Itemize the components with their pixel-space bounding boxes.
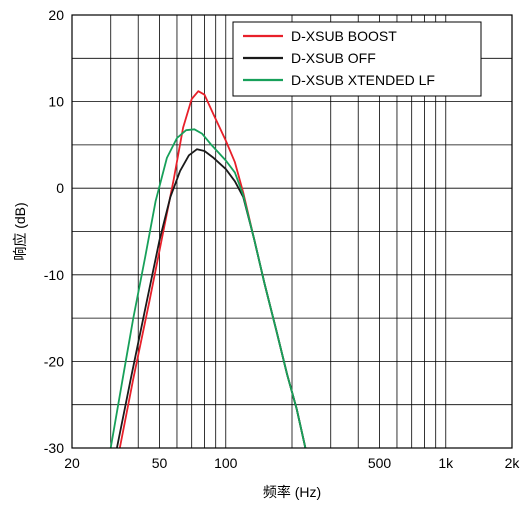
y-axis-title: 响应 (dB) bbox=[12, 202, 28, 260]
legend: D-XSUB BOOST D-XSUB OFF D-XSUB XTENDED LF bbox=[232, 21, 482, 97]
plot-frame bbox=[71, 14, 513, 449]
series-layer bbox=[109, 90, 307, 449]
x-tick-label: 50 bbox=[152, 455, 168, 471]
x-tick-label: 1k bbox=[438, 455, 454, 471]
y-tick-label: -30 bbox=[44, 440, 64, 456]
series-line-3 bbox=[109, 128, 307, 449]
x-tick-label: 20 bbox=[64, 455, 80, 471]
y-tick-labels: 20 10 0 -10 -20 -30 bbox=[44, 7, 64, 456]
x-tick-label: 2k bbox=[505, 455, 521, 471]
y-tick-label: -20 bbox=[44, 353, 64, 369]
legend-label: D-XSUB XTENDED LF bbox=[291, 72, 435, 88]
x-axis-title: 频率 (Hz) bbox=[263, 484, 321, 500]
y-tick-label: -10 bbox=[44, 267, 64, 283]
y-tick-label: 20 bbox=[48, 7, 64, 23]
x-tick-labels: 20 50 100 500 1k 2k bbox=[64, 455, 520, 471]
x-tick-label: 100 bbox=[214, 455, 238, 471]
legend-label: D-XSUB BOOST bbox=[291, 28, 397, 44]
x-tick-label: 500 bbox=[368, 455, 392, 471]
legend-label: D-XSUB OFF bbox=[291, 50, 376, 66]
y-tick-label: 10 bbox=[48, 94, 64, 110]
y-tick-label: 0 bbox=[56, 180, 64, 196]
